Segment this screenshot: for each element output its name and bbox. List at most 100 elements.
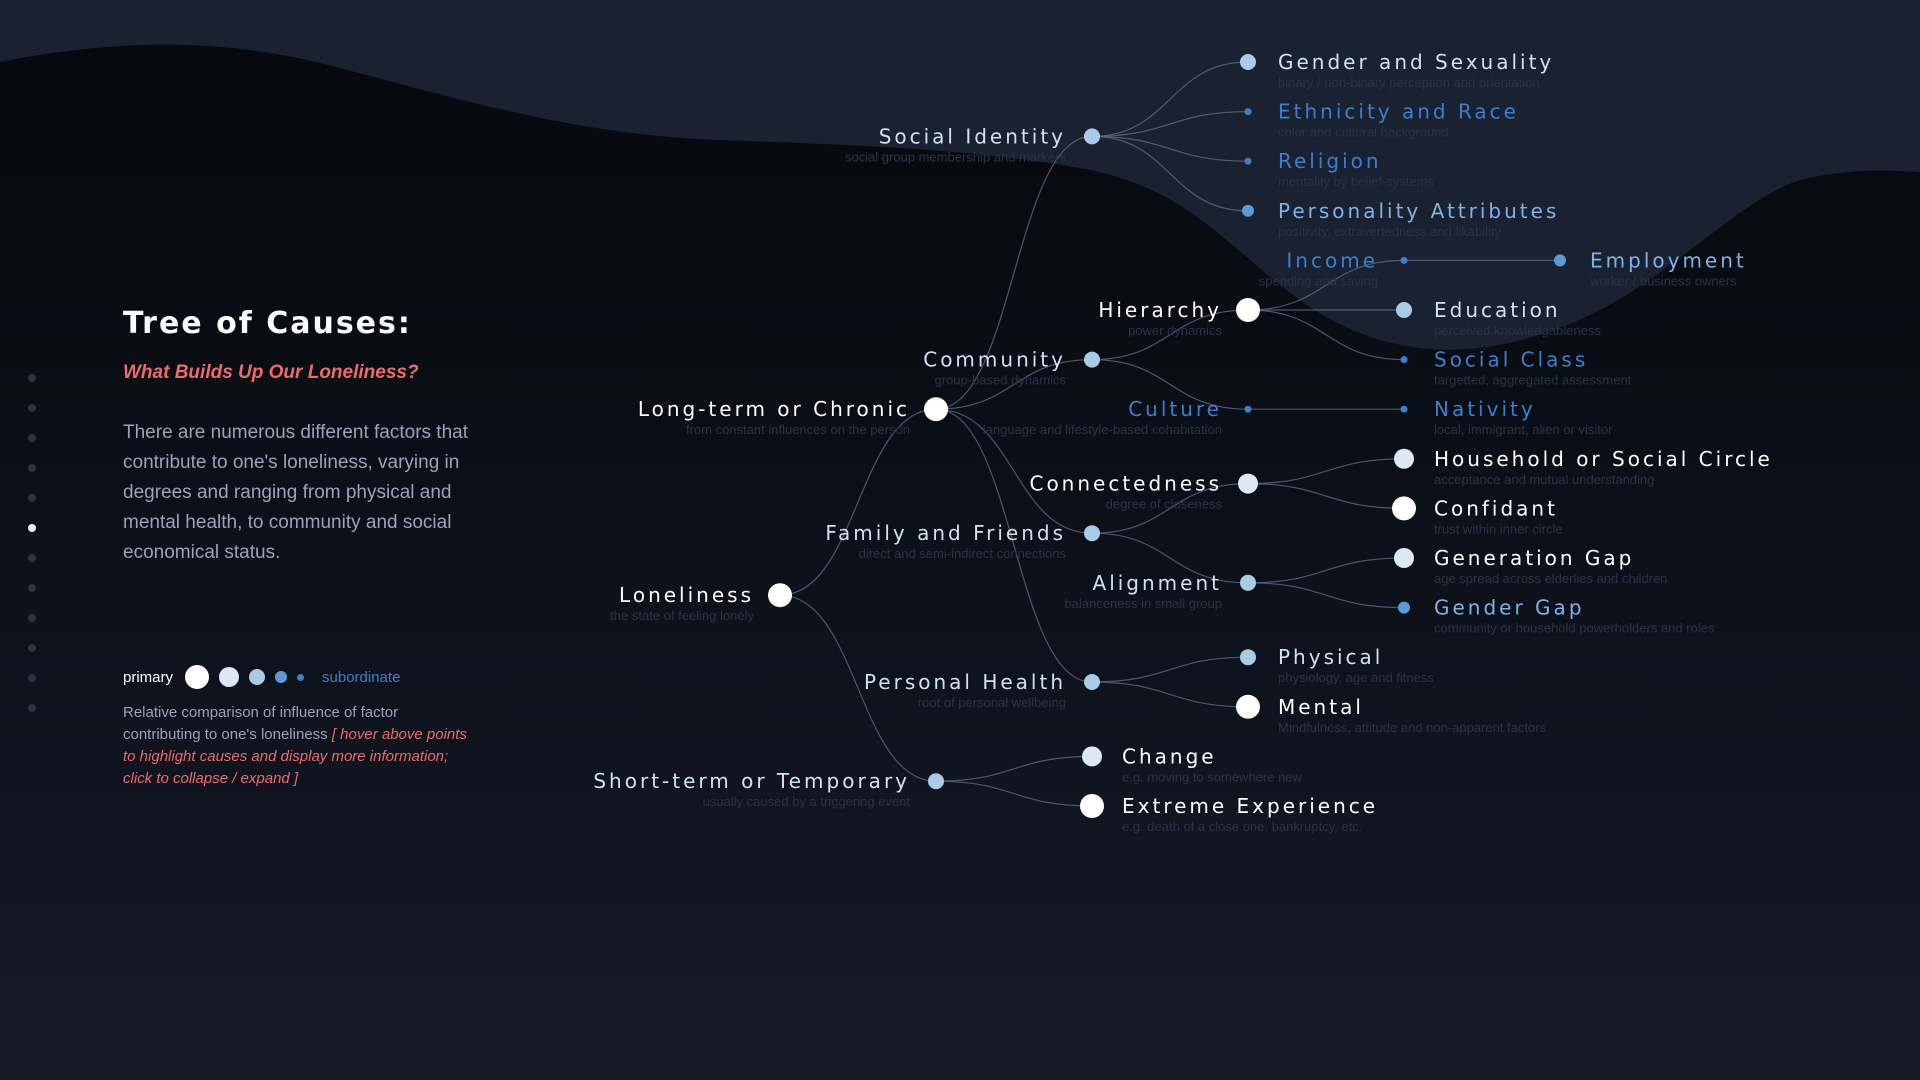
node-dot[interactable] xyxy=(924,397,948,422)
node-dot[interactable] xyxy=(1240,54,1256,70)
node-dot[interactable] xyxy=(1244,108,1252,116)
side-nav-dot[interactable] xyxy=(28,644,36,652)
node-description: social group membership and markers xyxy=(845,149,1067,164)
node-dot[interactable] xyxy=(1400,256,1408,264)
side-nav-dot[interactable] xyxy=(28,554,36,562)
node-label: Personal Health xyxy=(864,670,1066,694)
tree-link xyxy=(1091,309,1249,361)
side-nav-dot[interactable] xyxy=(28,404,36,412)
node-dot[interactable] xyxy=(1238,473,1258,494)
side-nav-dot[interactable] xyxy=(28,704,36,712)
node-dot[interactable] xyxy=(1244,405,1252,413)
node-description: degree of closeness xyxy=(1106,497,1223,512)
node-dot[interactable] xyxy=(1394,448,1414,469)
legend-dot-primary xyxy=(185,665,210,689)
node-dot[interactable] xyxy=(1236,298,1260,322)
node-dot[interactable] xyxy=(1554,254,1566,267)
tree-link xyxy=(1091,135,1249,212)
node-label: Gender Gap xyxy=(1434,596,1585,620)
node-label: Nativity xyxy=(1434,397,1536,421)
tree-link xyxy=(935,408,1093,534)
side-nav-dot[interactable] xyxy=(28,584,36,592)
node-description: power dynamics xyxy=(1128,323,1222,338)
node-dot[interactable] xyxy=(1398,601,1410,614)
node-dot[interactable] xyxy=(1400,356,1408,364)
tree-link xyxy=(1247,483,1405,509)
side-nav-dot[interactable] xyxy=(28,524,36,532)
legend-dot-level4 xyxy=(275,671,288,683)
node-dot[interactable] xyxy=(1084,128,1100,145)
side-nav-dot[interactable] xyxy=(28,374,36,382)
node-description: targetted, aggregated assessment xyxy=(1434,373,1632,388)
node-dot[interactable] xyxy=(1240,574,1256,591)
node-label: Short-term or Temporary xyxy=(593,769,910,793)
node-dot[interactable] xyxy=(1394,548,1414,568)
tree-link xyxy=(1247,259,1405,311)
node-description: worker / business owners xyxy=(1589,273,1737,288)
node-label: Social Class xyxy=(1434,348,1588,372)
node-dot[interactable] xyxy=(1082,746,1102,767)
legend-dot-subordinate xyxy=(297,673,305,681)
node-dot[interactable] xyxy=(1392,496,1416,521)
tree-link xyxy=(1091,111,1249,137)
node-dot[interactable] xyxy=(1236,694,1260,719)
node-dot[interactable] xyxy=(1400,405,1408,413)
side-nav-dot[interactable] xyxy=(28,674,36,682)
tree-link xyxy=(1091,681,1249,708)
node-dot[interactable] xyxy=(1396,302,1412,318)
node-label: Connectedness xyxy=(1029,472,1222,496)
node-dot[interactable] xyxy=(768,583,792,608)
node-label: Community xyxy=(923,348,1066,372)
node-dot[interactable] xyxy=(1084,674,1100,690)
node-label: Long-term or Chronic xyxy=(638,397,910,421)
side-nav-dot[interactable] xyxy=(28,434,36,442)
tree-link xyxy=(1247,557,1405,584)
node-dot[interactable] xyxy=(1084,351,1100,368)
node-label: Alignment xyxy=(1093,571,1222,595)
tree-link xyxy=(935,135,1093,410)
node-dot[interactable] xyxy=(1084,525,1100,542)
node-dot[interactable] xyxy=(1080,794,1104,818)
side-nav-dot[interactable] xyxy=(28,614,36,622)
node-dot[interactable] xyxy=(1242,204,1254,217)
node-description: e.g. moving to somewhere new xyxy=(1122,769,1303,784)
node-label: Education xyxy=(1434,298,1561,322)
node-description: from constant influences on the person xyxy=(686,422,910,437)
legend-subordinate-label: subordinate xyxy=(322,668,401,686)
node-dot[interactable] xyxy=(1240,649,1256,666)
side-nav-dot[interactable] xyxy=(28,494,36,502)
node-dot[interactable] xyxy=(1244,157,1252,165)
side-nav-dot[interactable] xyxy=(28,464,36,472)
node-label: Ethnicity and Race xyxy=(1278,100,1519,124)
node-dot[interactable] xyxy=(928,773,944,790)
